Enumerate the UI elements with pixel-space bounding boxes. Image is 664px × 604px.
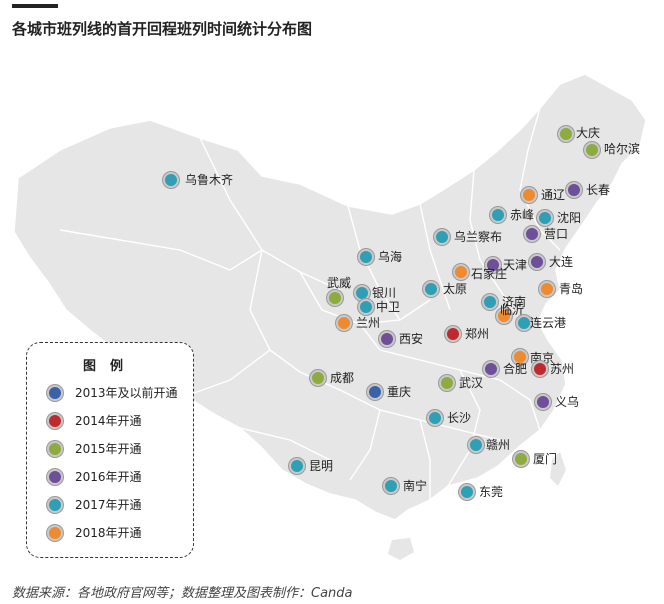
city-label: 济南 — [502, 295, 527, 309]
legend-title: 图例 — [82, 359, 137, 374]
legend-label-2018: 2018年开通 — [75, 526, 142, 540]
city-label: 重庆 — [387, 385, 412, 399]
legend-swatch-2017 — [47, 497, 63, 513]
city-marker — [483, 361, 499, 377]
city-label: 赣州 — [486, 438, 511, 452]
city-marker — [336, 315, 352, 331]
city-label: 乌海 — [378, 250, 403, 264]
city-marker — [379, 331, 395, 347]
city-label: 沈阳 — [557, 211, 582, 225]
legend-swatch-2016 — [47, 469, 63, 485]
city-marker — [537, 210, 553, 226]
legend-swatch-2018 — [47, 525, 63, 541]
city-label: 南宁 — [403, 479, 428, 493]
city-marker — [490, 207, 506, 223]
city-label: 中卫 — [376, 300, 401, 314]
hainan-island — [388, 538, 414, 560]
data-source-note: 数据来源：各地政府官网等；数据整理及图表制作：Canda — [12, 586, 353, 601]
city-label: 石家庄 — [471, 267, 508, 281]
legend-label-2017: 2017年开通 — [75, 498, 142, 512]
legend-label-2013: 2013年及以前开通 — [75, 386, 178, 400]
city-marker — [584, 142, 600, 158]
legend-label-2016: 2016年开通 — [75, 470, 142, 484]
city-marker — [535, 394, 551, 410]
city-marker — [512, 349, 528, 365]
city-label: 武威 — [327, 276, 352, 290]
city-marker — [558, 126, 574, 142]
city-marker — [453, 264, 469, 280]
legend-swatch-2013 — [47, 385, 63, 401]
city-label: 武汉 — [459, 376, 484, 390]
city-label: 郑州 — [465, 327, 490, 341]
city-marker — [529, 254, 545, 270]
city-label: 临沂 — [500, 303, 525, 317]
city-label: 连云港 — [530, 316, 567, 330]
legend-label-2015: 2015年开通 — [75, 442, 142, 456]
city-marker — [566, 182, 582, 198]
city-label: 长春 — [586, 183, 611, 197]
legend-swatch-2015 — [47, 441, 63, 457]
city-marker — [163, 172, 179, 188]
city-marker — [513, 451, 529, 467]
city-label: 东莞 — [479, 485, 504, 499]
city-marker — [539, 281, 555, 297]
city-marker — [327, 290, 343, 306]
city-marker — [423, 281, 439, 297]
taiwan-island — [550, 452, 566, 486]
city-label: 哈尔滨 — [604, 142, 641, 156]
city-label: 义乌 — [555, 395, 580, 409]
city-marker — [459, 484, 475, 500]
city-label: 西安 — [399, 332, 424, 346]
city-marker — [383, 478, 399, 494]
city-marker — [516, 315, 532, 331]
city-label: 长沙 — [447, 411, 472, 425]
city-marker — [367, 384, 383, 400]
title-accent-bar — [12, 4, 58, 8]
city-marker — [532, 361, 548, 377]
city-label: 通辽 — [541, 188, 566, 202]
city-marker — [445, 326, 461, 342]
city-label: 兰州 — [356, 316, 381, 330]
city-label: 赤峰 — [510, 208, 535, 222]
city-label: 营口 — [544, 227, 569, 241]
city-label: 大庆 — [576, 126, 601, 140]
city-label: 天津 — [503, 258, 528, 272]
legend-swatch-2014 — [47, 413, 63, 429]
city-label: 合肥 — [503, 362, 528, 376]
city-label: 苏州 — [550, 362, 575, 376]
city-marker — [358, 249, 374, 265]
city-marker — [521, 187, 537, 203]
city-marker — [427, 410, 443, 426]
city-marker — [524, 226, 540, 242]
city-label: 乌鲁木齐 — [185, 173, 234, 187]
city-marker — [439, 375, 455, 391]
city-marker — [358, 299, 374, 315]
city-marker — [468, 437, 484, 453]
city-marker — [485, 257, 501, 273]
city-label: 银川 — [372, 286, 397, 300]
legend-label-2014: 2014年开通 — [75, 414, 142, 428]
legend: 图例 2013年及以前开通 2014年开通 2015年开通 2016年开通 20… — [26, 342, 194, 558]
city-label: 青岛 — [559, 282, 584, 296]
map-title: 各城市班列线的首开回程班列时间统计分布图 — [12, 20, 313, 38]
city-label: 成都 — [330, 371, 355, 385]
city-label: 乌兰察布 — [454, 230, 503, 244]
city-label: 大连 — [549, 255, 574, 269]
city-label: 厦门 — [533, 452, 558, 466]
city-label: 昆明 — [309, 459, 334, 473]
city-label: 太原 — [443, 282, 468, 296]
city-marker — [310, 370, 326, 386]
city-marker — [289, 458, 305, 474]
city-marker — [496, 308, 512, 324]
city-marker — [482, 294, 498, 310]
city-marker — [434, 229, 450, 245]
province-borders — [59, 107, 561, 500]
